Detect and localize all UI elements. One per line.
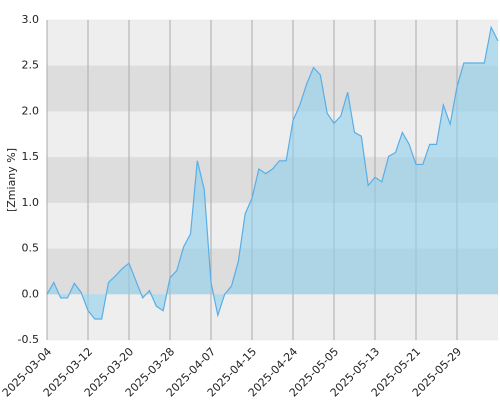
line [46,25,499,320]
y-tick-label: 3.0 [22,13,40,26]
y-tick-label: 2.0 [22,104,40,117]
y-tick-label: 1.0 [22,196,40,209]
y-tick-label: 0.0 [22,287,40,300]
area [47,27,498,319]
stripe [47,65,498,112]
y-axis-label: [Zmiany %] [5,148,18,212]
y-tick-label: 2.5 [22,59,40,72]
y-tick-label: 1.5 [22,150,40,163]
y-tick-label: 0.5 [22,242,40,255]
y-tick-label: -0.5 [18,333,39,346]
